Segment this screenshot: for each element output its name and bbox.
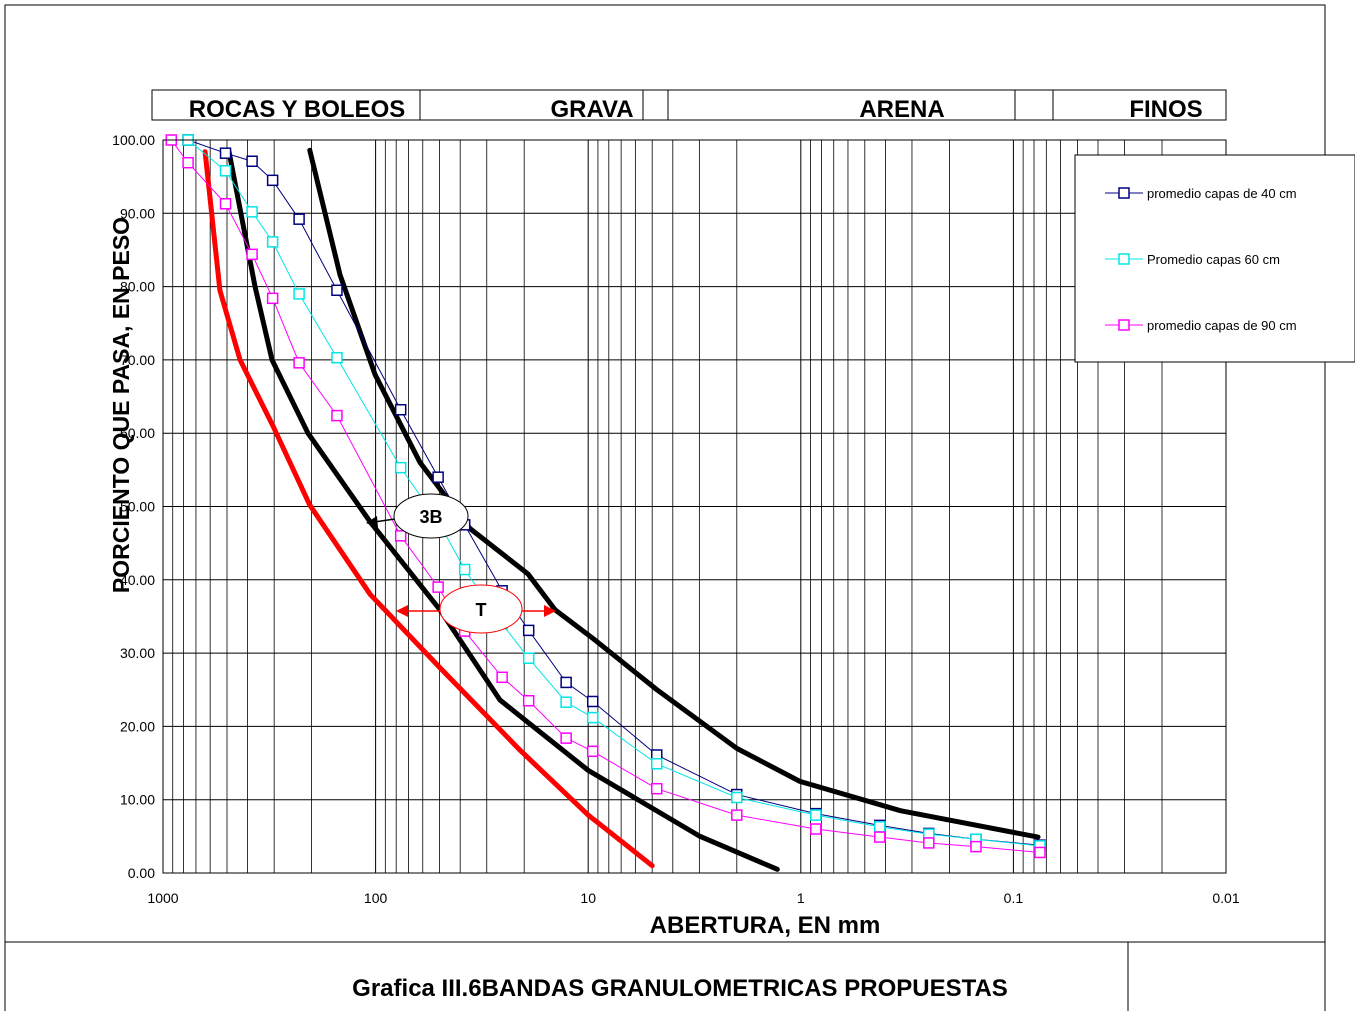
legend-marker [1118, 319, 1130, 331]
y-tick-label: 80.00 [120, 279, 155, 295]
x-axis-label: ABERTURA, EN mm [650, 912, 881, 939]
point-marker [266, 174, 279, 187]
zone-label: GRAVA [550, 96, 633, 123]
point-marker [182, 156, 194, 169]
point-marker [586, 711, 599, 724]
y-axis-label-box: PORCIENTO QUE PASA, EN PESO [108, 216, 134, 594]
point-marker [331, 409, 343, 422]
y-axis-label: PORCIENTO QUE PASA, EN PESO [108, 216, 134, 594]
plot-border [162, 139, 1227, 874]
annotation-text: 3B [419, 507, 442, 527]
y-tick-label: 70.00 [120, 352, 155, 368]
point-marker [560, 696, 572, 708]
band-curve [307, 147, 1041, 840]
point-marker [331, 284, 343, 297]
y-tick-label: 20.00 [120, 718, 155, 734]
point-marker [496, 671, 508, 684]
arrow-head [366, 516, 378, 528]
y-tick-label: 60.00 [120, 425, 155, 441]
point-marker [923, 837, 935, 849]
point-marker [810, 823, 822, 835]
point-marker [522, 652, 535, 664]
zone-label: FINOS [1129, 96, 1202, 123]
point-marker [293, 288, 305, 300]
series-line [187, 139, 1041, 847]
point-marker [810, 809, 822, 821]
grid [162, 139, 1227, 874]
x-tick-label: 10 [580, 890, 596, 906]
point-marker [394, 461, 407, 474]
legend-marker [1118, 253, 1130, 265]
arrow [373, 518, 396, 523]
x-tick-label: 0.1 [1004, 890, 1024, 906]
point-marker [874, 831, 886, 843]
point-marker [432, 471, 444, 483]
legend-label: Promedio capas 60 cm [1147, 252, 1280, 267]
x-tick-label: 1 [797, 890, 805, 906]
zone-label: ARENA [859, 96, 944, 123]
point-marker [394, 530, 407, 542]
y-tick-label: 90.00 [120, 205, 155, 221]
point-marker [246, 206, 258, 218]
band-curve [226, 148, 780, 872]
point-marker [731, 809, 743, 821]
point-marker [586, 695, 599, 708]
point-marker [219, 165, 232, 177]
zone-box [151, 89, 1227, 121]
point-marker [293, 357, 305, 369]
x-tick-label: 1000 [147, 890, 178, 906]
y-tick-label: 0.00 [128, 865, 155, 881]
point-marker [970, 840, 982, 853]
point-marker [874, 821, 886, 833]
point-marker [432, 581, 444, 593]
point-marker [560, 732, 572, 744]
point-marker [246, 155, 258, 168]
y-tick-label: 100.00 [112, 132, 155, 148]
annotation-ellipse [393, 493, 469, 539]
annotation-ellipse [439, 584, 523, 634]
point-marker [650, 758, 663, 770]
plot [165, 134, 1046, 872]
y-tick-label: 40.00 [120, 572, 155, 588]
annotation-text: T [476, 600, 487, 620]
legend-label: promedio capas de 90 cm [1147, 318, 1297, 333]
point-marker [650, 782, 663, 795]
legend: promedio capas de 40 cm Promedio capas 60… [1074, 154, 1355, 363]
y-tick-label: 10.00 [120, 792, 155, 808]
point-marker [219, 147, 232, 159]
point-marker [458, 563, 471, 576]
point-marker [586, 745, 599, 758]
point-marker [731, 791, 743, 804]
legend-marker [1118, 187, 1130, 199]
point-marker [246, 248, 258, 261]
point-marker [331, 351, 343, 364]
point-marker [560, 676, 572, 689]
zone-strip: ROCAS Y BOLEOS GRAVA ARENA FINOS [151, 89, 1227, 123]
point-marker [1034, 846, 1046, 859]
zone-label: ROCAS Y BOLEOS [189, 96, 406, 123]
arrow-head [396, 605, 408, 617]
y-tick-label: 50.00 [120, 499, 155, 515]
x-tick-label: 100 [364, 890, 388, 906]
point-marker [266, 236, 279, 248]
chart-title: Grafica III.6BANDAS GRANULOMETRICAS PROP… [352, 975, 1008, 1002]
point-marker [394, 403, 407, 416]
x-tick-label: 0.01 [1212, 890, 1239, 906]
point-marker [266, 292, 279, 305]
point-marker [522, 694, 535, 707]
y-tick-label: 30.00 [120, 645, 155, 661]
point-marker [293, 213, 305, 225]
legend-label: promedio capas de 40 cm [1147, 186, 1297, 201]
point-marker [219, 198, 232, 210]
annotation-t: T [396, 584, 556, 634]
arrow-head [544, 605, 556, 617]
annotation-3b: 3B [366, 493, 469, 539]
band-curve [202, 149, 655, 869]
point-marker [522, 624, 535, 637]
